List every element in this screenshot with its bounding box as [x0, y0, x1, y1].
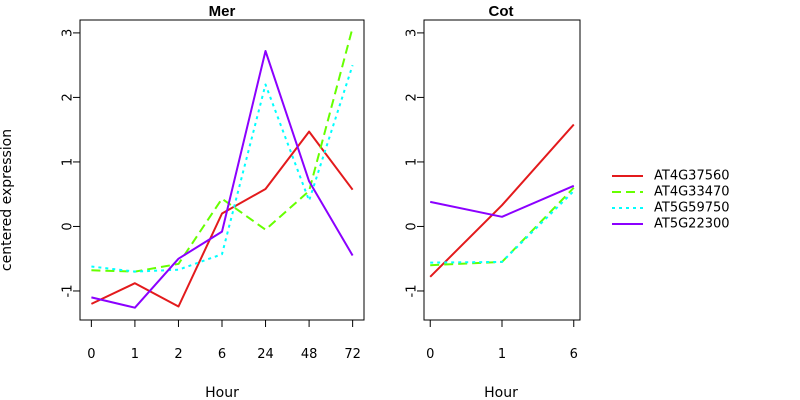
mer-y-tick-label: 3 — [61, 29, 76, 37]
cot-y-tick-label: 3 — [405, 29, 420, 37]
mer-y-tick-label: -1 — [61, 284, 76, 297]
cot-title: Cot — [489, 3, 514, 20]
legend-label-at4g33470: AT4G33470 — [654, 185, 730, 200]
cot-x-tick-label: 1 — [498, 347, 506, 362]
cot-plot-frame — [423, 19, 581, 321]
cot-y-tick-label: 1 — [405, 158, 420, 166]
mer-plot-frame — [79, 19, 365, 321]
mer-y-tick-label: 2 — [61, 93, 76, 101]
y-axis-label: centered expression — [0, 129, 15, 271]
mer-x-tick-label: 6 — [218, 347, 226, 362]
mer-series-at5g22300 — [91, 50, 354, 309]
mer-panel: Mer Hour -1 0 1 2 3 0 1 2 6 24 48 72 — [61, 3, 365, 400]
legend-label-at5g22300: AT5G22300 — [654, 217, 730, 232]
mer-y-tick-label: 1 — [61, 158, 76, 166]
mer-x-tick-label: 48 — [301, 347, 318, 362]
mer-x-axis-label: Hour — [205, 385, 239, 400]
legend-label-at4g37560: AT4G37560 — [654, 169, 730, 184]
cot-x-tick-label: 0 — [426, 347, 434, 362]
cot-x-tick-label: 6 — [570, 347, 578, 362]
cot-y-tick-label: 2 — [405, 93, 420, 101]
mer-series-at4g37560 — [90, 130, 354, 308]
cot-series-at4g37560 — [429, 123, 575, 278]
mer-series-at4g33470 — [91, 27, 354, 273]
mer-y-tick-label: 0 — [61, 222, 76, 230]
cot-series-at5g59750 — [430, 190, 575, 264]
cot-series-at5g22300 — [429, 184, 575, 218]
mer-x-tick-label: 24 — [257, 347, 274, 362]
mer-series-at5g59750 — [91, 64, 354, 273]
cot-panel: Cot Hour -1 0 1 2 3 0 1 6 — [405, 3, 581, 400]
cot-series-at4g33470 — [430, 187, 575, 267]
mer-x-tick-label: 0 — [87, 347, 95, 362]
mer-title: Mer — [209, 3, 236, 20]
cot-x-axis-label: Hour — [484, 385, 518, 400]
cot-y-tick-label: -1 — [405, 284, 420, 297]
mer-x-tick-label: 1 — [131, 347, 139, 362]
legend-label-at5g59750: AT5G59750 — [654, 201, 730, 216]
cot-y-tick-label: 0 — [405, 222, 420, 230]
mer-x-tick-label: 2 — [174, 347, 182, 362]
mer-x-tick-label: 72 — [344, 347, 361, 362]
